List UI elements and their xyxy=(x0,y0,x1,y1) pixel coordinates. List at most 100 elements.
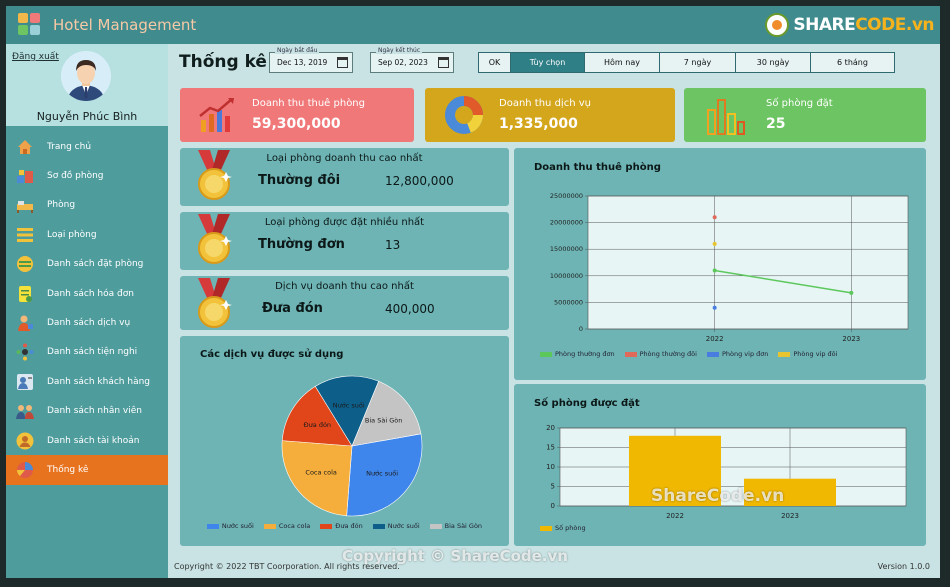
service-icon xyxy=(16,314,34,332)
y-tick-label: 15000000 xyxy=(550,245,583,253)
sidebar-item-label: Phòng xyxy=(47,200,76,211)
logout-link[interactable]: Đăng xuất xyxy=(12,52,59,62)
bar-chart: 20 15 10 5 0 2022 2023 xyxy=(546,424,907,520)
ranking-name: Đưa đón xyxy=(262,301,323,316)
profile-panel: Đăng xuất Nguyễn Phúc Bình xyxy=(6,44,168,126)
app-logo-icon xyxy=(18,13,40,35)
sidebar-nav: Trang chủ Sơ đồ phòng Phòng Loại phòng D… xyxy=(6,132,168,485)
sidebar-item-label: Thống kê xyxy=(47,464,89,475)
pie-slice xyxy=(346,433,423,517)
end-date-picker[interactable]: Ngày kết thúc Sep 02, 2023 xyxy=(370,47,454,73)
filter-today-button[interactable]: Hôm nay xyxy=(585,53,660,72)
ranking-name: Thường đôi xyxy=(258,173,341,188)
y-tick-label: 15 xyxy=(546,444,555,452)
kpi-service-revenue: Doanh thu dịch vụ 1,335,000 xyxy=(425,88,675,142)
legend-swatch xyxy=(206,523,219,529)
sidebar-item-danh-sach-dat-phong[interactable]: Danh sách đặt phòng xyxy=(6,250,168,279)
legend-swatch xyxy=(624,351,637,357)
data-point xyxy=(712,241,717,246)
ranking-value: 400,000 xyxy=(385,302,435,316)
legend-item: Phòng thường đôi xyxy=(624,350,697,358)
sidebar-item-danh-sach-nhan-vien[interactable]: Danh sách nhân viên xyxy=(6,397,168,426)
sidebar-item-label: Danh sách tài khoản xyxy=(47,435,140,446)
data-point xyxy=(712,305,717,310)
legend-swatch xyxy=(706,351,719,357)
legend-item: Phòng vip đơn xyxy=(706,350,768,358)
ranking-title: Loại phòng được đặt nhiều nhất xyxy=(264,217,425,228)
legend-item: Phòng thường đơn xyxy=(540,350,615,358)
page-title: Thống kê xyxy=(179,52,267,72)
pie-slice xyxy=(314,375,380,447)
chart-title: Doanh thu thuê phòng xyxy=(534,162,661,173)
x-tick-label: 2023 xyxy=(781,512,799,520)
sidebar-item-danh-sach-khach-hang[interactable]: Danh sách khách hàng xyxy=(6,367,168,396)
data-point xyxy=(712,215,717,220)
ok-button[interactable]: OK xyxy=(479,53,511,72)
line-chart-panel: Doanh thu thuê phòng 25000000 20000000 150… xyxy=(514,148,926,380)
y-tick-label: 20000000 xyxy=(550,219,583,227)
calendar-icon[interactable] xyxy=(337,57,348,68)
calendar-icon[interactable] xyxy=(438,57,449,68)
bar-chart-panel: Số phòng được đặt 20 15 10 5 0 2022 2023 Số ph… xyxy=(514,384,926,546)
y-tick-label: 5 xyxy=(551,483,555,491)
customer-icon xyxy=(16,373,34,391)
kpi-value: 1,335,000 xyxy=(499,116,578,132)
home-icon xyxy=(16,138,34,156)
filter-custom-button[interactable]: Tùy chọn xyxy=(511,53,585,72)
data-point xyxy=(849,290,854,295)
start-date-picker[interactable]: Ngày bắt đầu Dec 13, 2019 xyxy=(269,47,353,73)
sidebar-item-danh-sach-hoa-don[interactable]: Danh sách hóa đơn xyxy=(6,279,168,308)
kpi-label: Doanh thu dịch vụ xyxy=(499,98,591,109)
revenue-chart-icon xyxy=(199,98,234,132)
pie-legend: Nước suối Coca cola Đưa đón Nước suối Bia Sà… xyxy=(180,522,509,530)
sidebar-item-so-do-phong[interactable]: Sơ đồ phòng xyxy=(6,161,168,190)
sidebar-item-danh-sach-tien-nghi[interactable]: Danh sách tiện nghi xyxy=(6,338,168,367)
filter-30-days-button[interactable]: 30 ngày xyxy=(736,53,811,72)
app-title: Hotel Management xyxy=(53,16,197,34)
y-tick-label: 0 xyxy=(551,502,555,510)
y-tick-label: 10 xyxy=(546,463,555,471)
pie-slice-label: Nước suối xyxy=(333,402,365,410)
avatar xyxy=(61,51,111,101)
title-bar: Hotel Management SHARECODE.vn xyxy=(6,6,940,44)
sidebar-item-thong-ke[interactable]: Thống kê xyxy=(6,455,168,485)
plot-area xyxy=(587,195,909,330)
data-point xyxy=(712,268,717,273)
series-line xyxy=(714,269,852,294)
sidebar-item-label: Danh sách tiện nghi xyxy=(47,347,138,358)
user-name: Nguyễn Phúc Bình xyxy=(36,110,138,123)
bar-legend: Số phòng xyxy=(540,524,586,532)
sidebar-item-danh-sach-dich-vu[interactable]: Danh sách dịch vụ xyxy=(6,308,168,337)
kpi-value: 59,300,000 xyxy=(252,116,341,132)
donut-chart-icon xyxy=(445,96,483,134)
legend-item: Nước suối xyxy=(206,522,254,530)
ranking-title: Dịch vụ doanh thu cao nhất xyxy=(275,281,414,292)
kpi-room-revenue: Doanh thu thuê phòng 59,300,000 xyxy=(180,88,414,142)
sidebar-item-loai-phong[interactable]: Loại phòng xyxy=(6,220,168,249)
staff-icon xyxy=(16,402,34,420)
kpi-label: Doanh thu thuê phòng xyxy=(252,98,365,109)
bar-chart-icon xyxy=(707,99,745,135)
pie-slice xyxy=(281,440,353,517)
sidebar-item-phong[interactable]: Phòng xyxy=(6,191,168,220)
filter-6-months-button[interactable]: 6 tháng xyxy=(811,53,894,72)
sidebar-item-danh-sach-tai-khoan[interactable]: Danh sách tài khoản xyxy=(6,426,168,455)
end-date-value: Sep 02, 2023 xyxy=(378,58,428,67)
y-tick-label: 5000000 xyxy=(554,298,583,306)
y-tick-label: 20 xyxy=(546,424,555,432)
sidebar-item-trang-chu[interactable]: Trang chủ xyxy=(6,132,168,161)
y-tick-label: 10000000 xyxy=(550,272,583,280)
statistics-icon xyxy=(16,461,34,479)
legend-item: Bia Sài Gòn xyxy=(429,522,482,530)
invoice-icon xyxy=(16,285,34,303)
sidebar-item-label: Danh sách dịch vụ xyxy=(47,318,131,329)
x-tick-label: 2023 xyxy=(842,335,860,343)
legend-swatch xyxy=(540,351,552,357)
x-tick-label: 2022 xyxy=(666,512,684,520)
ranking-most-booked-room: Loại phòng được đặt nhiều nhất Thường đơ… xyxy=(180,212,509,270)
y-tick-label: 25000000 xyxy=(550,192,583,200)
amenity-icon xyxy=(16,343,34,361)
legend-swatch xyxy=(372,523,385,529)
filter-7-days-button[interactable]: 7 ngày xyxy=(660,53,736,72)
legend-item: Đưa đón xyxy=(320,522,363,530)
